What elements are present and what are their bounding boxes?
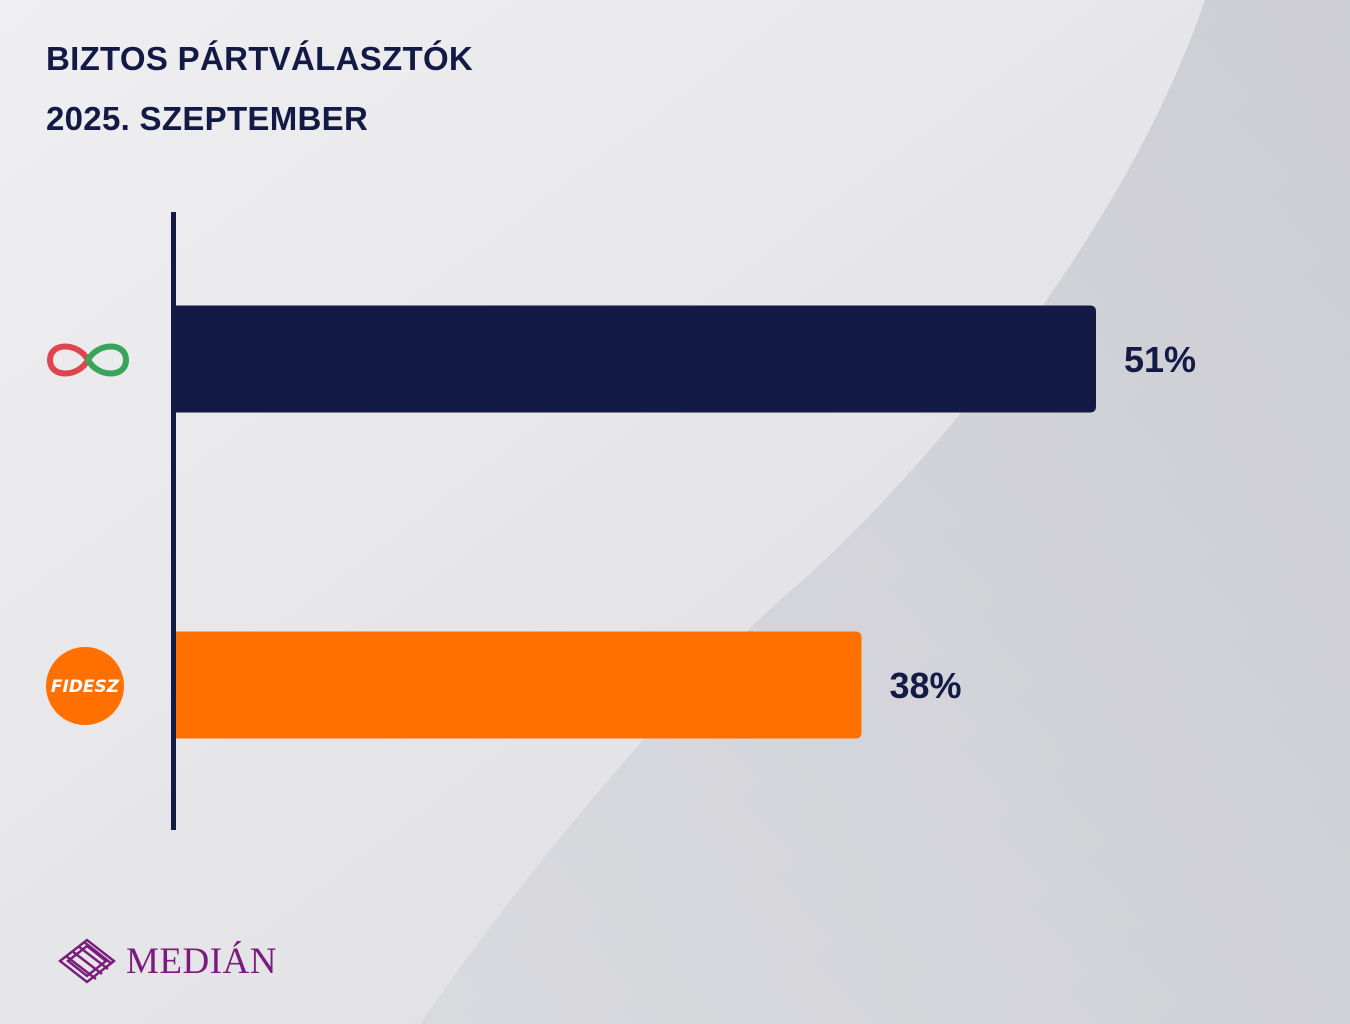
median-logo: MEDIÁN [56,936,277,986]
bar-value-label-1: 38% [889,665,961,706]
median-logo-text: MEDIÁN [126,940,277,982]
chart-subtitle: 2025. SZEPTEMBER [46,100,369,137]
bar-value-label-0: 51% [1124,339,1196,380]
fidesz-logo: FIDESZ [46,647,124,725]
bar-0 [176,305,1096,413]
y-axis-line [171,212,176,830]
median-diamond-icon [58,938,116,984]
bars-group: 51% 38% [176,305,1196,739]
chart-title: BIZTOS PÁRTVÁLASZTÓK [46,40,474,77]
bar-1 [176,631,862,739]
svg-text:FIDESZ: FIDESZ [51,677,120,697]
infinity-icon [46,343,130,377]
